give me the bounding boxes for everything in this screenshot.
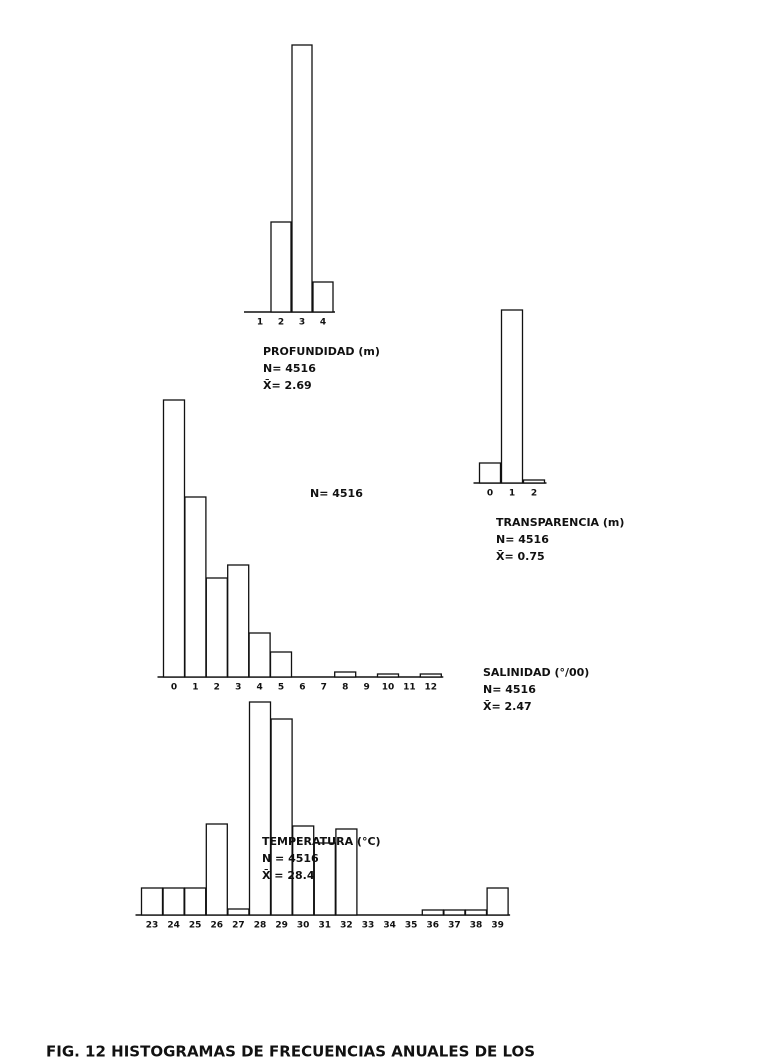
bar bbox=[140, 887, 164, 916]
x-tick-label: 30 bbox=[297, 921, 310, 931]
bar bbox=[270, 718, 293, 916]
bar bbox=[500, 309, 524, 484]
bar bbox=[184, 496, 207, 678]
x-tick-label: 3 bbox=[299, 318, 305, 328]
x-tick-label: 1 bbox=[257, 318, 263, 328]
x-tick-label: 7 bbox=[321, 683, 327, 693]
axis-label: PROFUNDIDAD (m) bbox=[263, 345, 380, 358]
bar bbox=[162, 887, 185, 916]
x-tick-label: 2 bbox=[214, 683, 220, 693]
x-tick-label: 8 bbox=[342, 683, 348, 693]
bar bbox=[248, 701, 272, 916]
x-tick-label: 38 bbox=[470, 921, 483, 931]
x-tick-label: 9 bbox=[363, 683, 369, 693]
bar bbox=[376, 673, 400, 678]
bar bbox=[205, 823, 228, 916]
x-tick-label: 0 bbox=[487, 489, 493, 499]
x-tick-label: 2 bbox=[531, 489, 537, 499]
axis-label: TRANSPARENCIA (m) bbox=[496, 516, 624, 529]
x-tick-label: 2 bbox=[278, 318, 284, 328]
annotation: N = 4516 bbox=[262, 852, 319, 865]
annotation: X̄= 0.75 bbox=[496, 550, 545, 563]
x-tick-label: 24 bbox=[167, 921, 180, 931]
x-tick-label: 4 bbox=[320, 318, 326, 328]
annotation: X̄= 2.69 bbox=[263, 379, 312, 392]
bar bbox=[522, 479, 546, 484]
bar bbox=[184, 887, 207, 916]
axis-label: SALINIDAD (°/00) bbox=[483, 666, 589, 679]
x-tick-label: 33 bbox=[362, 921, 375, 931]
x-tick-label: 32 bbox=[340, 921, 353, 931]
bar bbox=[227, 564, 250, 678]
x-tick-label: 4 bbox=[256, 683, 262, 693]
x-tick-label: 39 bbox=[491, 921, 504, 931]
x-tick-label: 37 bbox=[448, 921, 461, 931]
x-tick-label: 5 bbox=[278, 683, 284, 693]
x-tick-label: 23 bbox=[146, 921, 159, 931]
bar bbox=[312, 281, 334, 313]
x-tick-label: 1 bbox=[509, 489, 515, 499]
x-tick-label: 6 bbox=[299, 683, 305, 693]
x-tick-label: 34 bbox=[383, 921, 396, 931]
x-tick-label: 28 bbox=[254, 921, 267, 931]
annotation: N= 4516 bbox=[310, 487, 363, 500]
x-tick-label: 31 bbox=[319, 921, 332, 931]
x-tick-label: 36 bbox=[427, 921, 440, 931]
bar bbox=[205, 577, 228, 678]
caption: FIG. 12 HISTOGRAMAS DE FRECUENCIAS ANUAL… bbox=[46, 1043, 535, 1061]
annotation: N= 4516 bbox=[263, 362, 316, 375]
x-tick-label: 0 bbox=[171, 683, 177, 693]
x-tick-label: 25 bbox=[189, 921, 202, 931]
x-tick-label: 3 bbox=[235, 683, 241, 693]
annotation: X̄ = 28.4 bbox=[262, 869, 315, 882]
annotation: X̄= 2.47 bbox=[483, 700, 532, 713]
x-tick-label: 1 bbox=[192, 683, 198, 693]
bar bbox=[421, 909, 444, 916]
x-tick-label: 35 bbox=[405, 921, 418, 931]
annotation: N= 4516 bbox=[496, 533, 549, 546]
bar bbox=[162, 399, 186, 678]
x-tick-label: 10 bbox=[382, 683, 395, 693]
bar bbox=[334, 671, 357, 678]
bar bbox=[478, 462, 502, 484]
x-tick-label: 11 bbox=[403, 683, 416, 693]
bar bbox=[443, 909, 466, 916]
x-tick-label: 26 bbox=[211, 921, 224, 931]
bar bbox=[269, 651, 293, 678]
x-tick-label: 12 bbox=[425, 683, 438, 693]
bar bbox=[335, 828, 358, 916]
bar bbox=[291, 44, 313, 313]
x-tick-label: 27 bbox=[232, 921, 245, 931]
axis-label: TEMPERATURA (°C) bbox=[262, 835, 381, 848]
bar bbox=[248, 632, 271, 678]
bar bbox=[486, 887, 509, 916]
annotation: N= 4516 bbox=[483, 683, 536, 696]
bar bbox=[227, 908, 250, 916]
bar bbox=[464, 909, 488, 916]
x-tick-label: 29 bbox=[275, 921, 288, 931]
bar bbox=[270, 221, 292, 313]
bar bbox=[419, 673, 442, 678]
